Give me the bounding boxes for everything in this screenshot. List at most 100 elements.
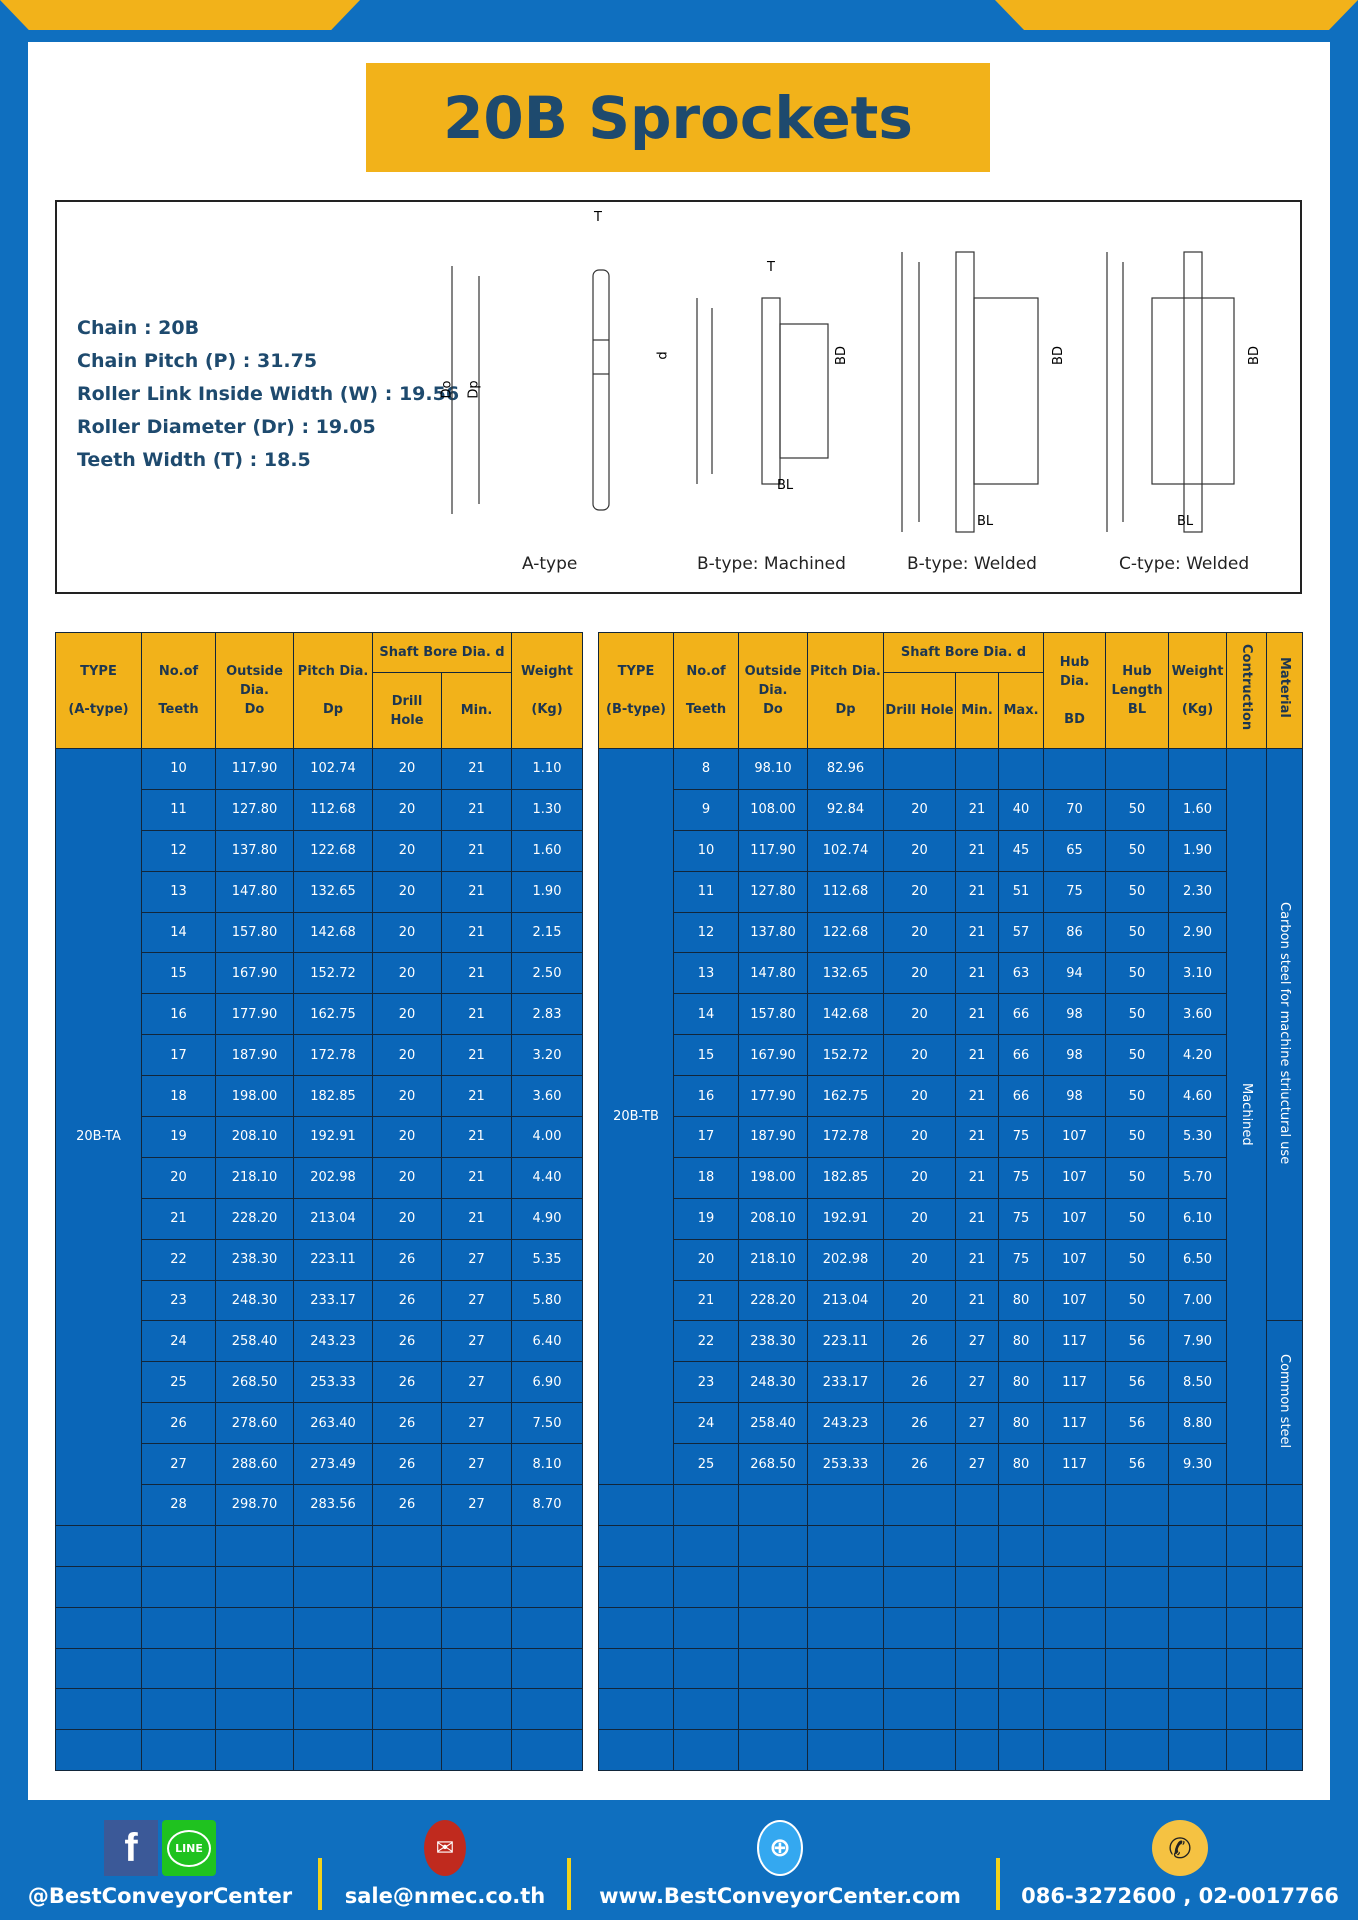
cell-pitch-dia: 263.40 xyxy=(293,1402,373,1445)
cell-teeth: 11 xyxy=(673,870,739,913)
cell-outside-dia: 288.60 xyxy=(215,1443,294,1486)
cell-weight: 7.90 xyxy=(1168,1320,1228,1363)
cell-outside-dia: 208.10 xyxy=(215,1116,294,1158)
cell-pitch-dia: 223.11 xyxy=(807,1320,884,1363)
empty-cell xyxy=(372,1647,442,1690)
cell-max-bore: 66 xyxy=(997,1075,1045,1118)
cell-drill-hole: 20 xyxy=(372,829,442,872)
footer-website[interactable]: ⊕ www.BestConveyorCenter.com xyxy=(580,1800,980,1920)
cell-weight: 8.70 xyxy=(511,1484,584,1526)
empty-cell xyxy=(141,1688,216,1731)
label-c-welded: C-type: Welded xyxy=(1119,554,1250,574)
empty-cell xyxy=(440,1565,513,1608)
cell-teeth: 14 xyxy=(673,993,739,1036)
cell-teeth: 10 xyxy=(141,748,216,790)
table-row xyxy=(55,1524,584,1567)
empty-cell xyxy=(55,1647,142,1690)
cell-teeth: 22 xyxy=(673,1320,739,1363)
email-address: sale@nmec.co.th xyxy=(344,1884,546,1908)
table-row xyxy=(598,1606,1304,1649)
empty-cell xyxy=(1105,1606,1170,1649)
cell-outside-dia: 137.80 xyxy=(215,829,294,872)
empty-cell xyxy=(598,1647,674,1690)
cell-outside-dia: 228.20 xyxy=(215,1197,294,1240)
empty-cell xyxy=(440,1606,513,1649)
cell-outside-dia: 238.30 xyxy=(738,1320,808,1363)
empty-cell xyxy=(1105,1647,1170,1690)
cell-weight xyxy=(1168,748,1228,790)
empty-cell xyxy=(807,1606,884,1649)
empty-cell xyxy=(1226,1606,1268,1649)
table-row: 21 228.20 213.04 20 21 4.90 xyxy=(56,1197,584,1240)
dim-bd-b: BD xyxy=(833,346,849,365)
table-row: 17 187.90 172.78 20 21 75 107 50 5.30 xyxy=(599,1116,1303,1158)
cell-drill-hole: 20 xyxy=(372,788,442,831)
header-outside-dia: Outside Dia. Do xyxy=(215,632,294,749)
cell-teeth: 15 xyxy=(673,1034,739,1077)
label-b-machined: B-type: Machined xyxy=(697,554,846,574)
table-row xyxy=(598,1484,1304,1526)
empty-cell xyxy=(55,1524,142,1567)
cell-outside-dia: 137.80 xyxy=(738,911,808,954)
cell-teeth: 13 xyxy=(141,870,216,913)
cell-pitch-dia: 213.04 xyxy=(807,1279,884,1322)
table-row: 16 177.90 162.75 20 21 2.83 xyxy=(56,993,584,1036)
cell-min-bore: 27 xyxy=(955,1320,999,1363)
cell-outside-dia: 278.60 xyxy=(215,1402,294,1445)
cell-min-bore: 21 xyxy=(440,788,513,831)
table-row: 22 238.30 223.11 26 27 5.35 xyxy=(56,1238,584,1281)
empty-cell xyxy=(598,1606,674,1649)
empty-cell xyxy=(997,1688,1045,1731)
cell-pitch-dia: 182.85 xyxy=(807,1156,884,1199)
cell-weight: 6.10 xyxy=(1168,1197,1228,1240)
cell-pitch-dia: 202.98 xyxy=(807,1238,884,1281)
footer-phone[interactable]: ✆ 086-3272600 , 02-0017766 xyxy=(1010,1800,1350,1920)
empty-cell xyxy=(372,1729,442,1772)
spec-inside-width: Roller Link Inside Width (W) : 19.56 xyxy=(77,383,460,405)
top-stripe-left xyxy=(0,0,360,30)
cell-min-bore: 21 xyxy=(440,1156,513,1199)
table-row: 16 177.90 162.75 20 21 66 98 50 4.60 xyxy=(599,1075,1303,1118)
cell-outside-dia: 147.80 xyxy=(738,952,808,995)
cell-outside-dia: 117.90 xyxy=(738,829,808,872)
phone-icon: ✆ xyxy=(1152,1820,1208,1876)
cell-hub-length: 50 xyxy=(1105,993,1170,1036)
empty-cell xyxy=(598,1484,674,1526)
cell-min-bore: 21 xyxy=(955,1034,999,1077)
footer-divider xyxy=(567,1858,571,1910)
line-icon: LINE xyxy=(162,1820,216,1876)
footer-social[interactable]: f LINE @BestConveyorCenter xyxy=(20,1800,300,1920)
cell-pitch-dia: 243.23 xyxy=(293,1320,373,1363)
cell-teeth: 11 xyxy=(141,788,216,831)
cell-outside-dia: 228.20 xyxy=(738,1279,808,1322)
footer-email[interactable]: ✉ sale@nmec.co.th xyxy=(330,1800,560,1920)
empty-cell xyxy=(1105,1524,1170,1567)
cell-min-bore: 21 xyxy=(440,1075,513,1118)
header-material: Material xyxy=(1266,632,1304,749)
empty-cell xyxy=(1168,1688,1228,1731)
cell-pitch-dia: 162.75 xyxy=(293,993,373,1036)
cell-teeth: 10 xyxy=(673,829,739,872)
cell-weight: 2.30 xyxy=(1168,870,1228,913)
cell-drill-hole: 20 xyxy=(883,1156,956,1199)
cell-teeth: 27 xyxy=(141,1443,216,1486)
table-row: 19 208.10 192.91 20 21 75 107 50 6.10 xyxy=(599,1197,1303,1240)
cell-weight: 4.00 xyxy=(511,1116,584,1158)
cell-hub-dia: 75 xyxy=(1043,870,1107,913)
empty-cell xyxy=(673,1647,739,1690)
cell-drill-hole: 20 xyxy=(372,870,442,913)
cell-hub-dia: 65 xyxy=(1043,829,1107,872)
empty-cell xyxy=(997,1484,1045,1526)
cell-min-bore: 21 xyxy=(955,1197,999,1240)
cell-min-bore: 21 xyxy=(440,1034,513,1077)
empty-cell xyxy=(598,1524,674,1567)
cell-hub-length: 56 xyxy=(1105,1443,1170,1486)
cell-min-bore: 27 xyxy=(440,1484,513,1526)
sprocket-drawings xyxy=(451,251,1235,533)
empty-cell xyxy=(738,1565,808,1608)
cell-pitch-dia: 273.49 xyxy=(293,1443,373,1486)
empty-cell xyxy=(293,1647,373,1690)
cell-outside-dia: 218.10 xyxy=(738,1238,808,1281)
cell-hub-dia: 117 xyxy=(1043,1361,1107,1404)
cell-min-bore: 21 xyxy=(440,952,513,995)
